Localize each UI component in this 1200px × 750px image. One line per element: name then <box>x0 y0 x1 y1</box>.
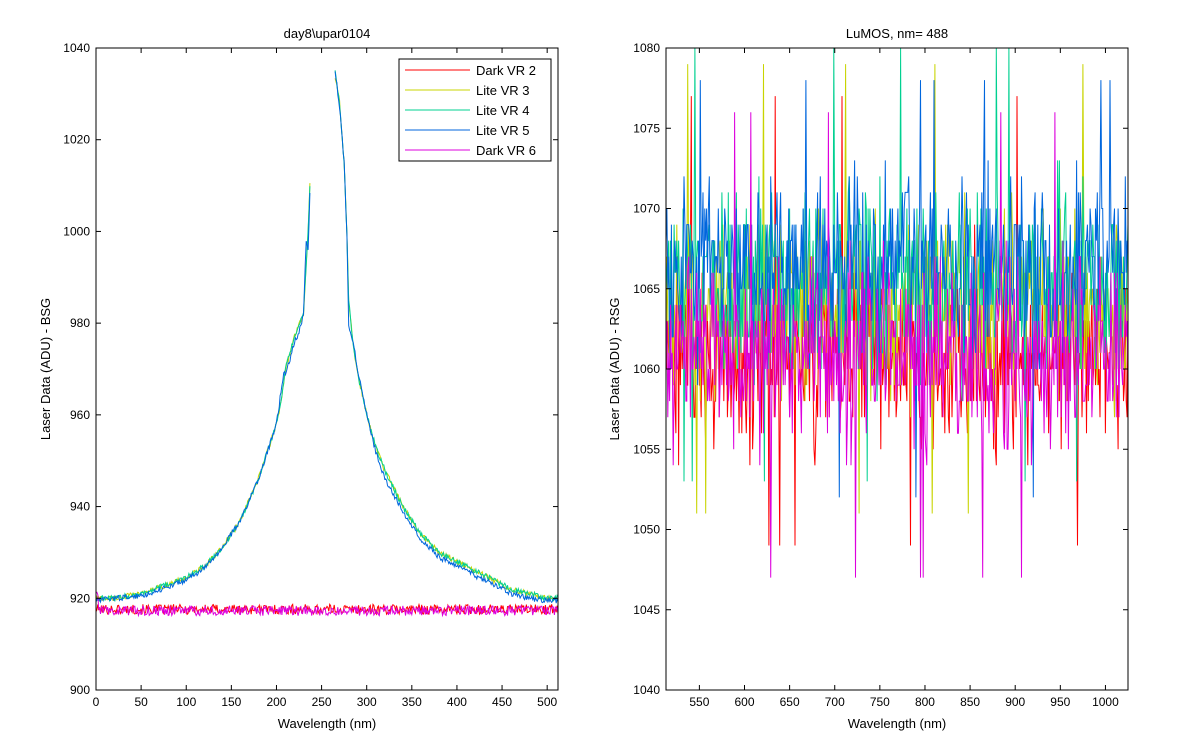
left-x-tick-label: 50 <box>134 695 148 709</box>
right-series-line <box>665 96 1129 546</box>
left-y-ticks: 900 920 940 960 980 1000 1020 1040 <box>63 41 558 697</box>
right-x-tick-label: 950 <box>1050 695 1070 709</box>
right-y-tick-label: 1055 <box>633 442 660 456</box>
left-chart-title: day8\upar0104 <box>284 26 371 41</box>
right-x-axis-label: Wavelength (nm) <box>848 716 947 731</box>
right-x-tick-label: 550 <box>689 695 709 709</box>
left-y-tick-label: 940 <box>70 500 90 514</box>
left-x-tick-label: 150 <box>221 695 241 709</box>
right-y-tick-label: 1060 <box>633 362 660 376</box>
right-x-tick-label: 750 <box>870 695 890 709</box>
right-y-tick-label: 1050 <box>633 523 660 537</box>
left-y-tick-label: 1000 <box>63 224 90 238</box>
left-y-tick-label: 900 <box>70 683 90 697</box>
legend-label: Lite VR 3 <box>476 83 529 98</box>
right-y-ticks: 1040 1045 1050 1055 1060 1065 1070 1075 1080 <box>633 41 1128 697</box>
right-x-tick-label: 600 <box>734 695 754 709</box>
right-y-tick-label: 1040 <box>633 683 660 697</box>
legend-label: Dark VR 6 <box>476 143 536 158</box>
left-x-tick-label: 250 <box>312 695 332 709</box>
right-series-line <box>665 112 1129 578</box>
right-x-tick-label: 650 <box>780 695 800 709</box>
right-y-tick-label: 1075 <box>633 121 660 135</box>
left-y-tick-label: 1020 <box>63 133 90 147</box>
left-x-tick-label: 400 <box>447 695 467 709</box>
right-series-group <box>665 47 1129 578</box>
right-x-tick-label: 850 <box>960 695 980 709</box>
right-y-tick-label: 1070 <box>633 202 660 216</box>
left-y-tick-label: 960 <box>70 408 90 422</box>
right-series-line <box>665 80 1129 498</box>
right-x-tick-label: 700 <box>825 695 845 709</box>
right-y-tick-label: 1080 <box>633 41 660 55</box>
left-x-axis-label: Wavelength (nm) <box>278 716 377 731</box>
left-x-ticks: 0 50 100 150 200 250 300 350 400 450 500 <box>93 48 558 709</box>
right-x-ticks: 550 600 650 700 750 800 850 900 950 1000 <box>689 48 1119 709</box>
left-y-tick-label: 980 <box>70 316 90 330</box>
right-chart-title: LuMOS, nm= 488 <box>846 26 948 41</box>
right-y-tick-label: 1045 <box>633 603 660 617</box>
left-series-line <box>95 591 559 618</box>
left-x-tick-label: 0 <box>93 695 100 709</box>
right-chart: LuMOS, nm= 488 550 600 650 700 750 800 850 900 9… <box>607 26 1129 731</box>
left-y-tick-label: 920 <box>70 591 90 605</box>
left-x-tick-label: 500 <box>537 695 557 709</box>
right-x-tick-label: 1000 <box>1092 695 1119 709</box>
left-series-line <box>95 71 559 604</box>
left-x-tick-label: 350 <box>402 695 422 709</box>
left-x-tick-label: 450 <box>492 695 512 709</box>
right-y-axis-label: Laser Data (ADU) - RSG <box>607 297 622 440</box>
legend-label: Lite VR 4 <box>476 103 529 118</box>
left-y-tick-label: 1040 <box>63 41 90 55</box>
legend: Dark VR 2 Lite VR 3 Lite VR 4 Lite VR 5 Dark… <box>398 58 552 162</box>
right-y-tick-label: 1065 <box>633 282 660 296</box>
left-plot-frame <box>95 47 559 691</box>
left-x-tick-label: 200 <box>266 695 286 709</box>
right-x-tick-label: 800 <box>915 695 935 709</box>
legend-label: Lite VR 5 <box>476 123 529 138</box>
right-x-tick-label: 900 <box>1005 695 1025 709</box>
legend-label: Dark VR 2 <box>476 63 536 78</box>
left-series-group <box>95 70 559 618</box>
left-chart: day8\upar0104 0 50 100 150 200 250 300 350 400 45… <box>38 26 559 731</box>
left-x-tick-label: 100 <box>176 695 196 709</box>
left-x-tick-label: 300 <box>357 695 377 709</box>
left-y-axis-label: Laser Data (ADU) - BSG <box>38 298 53 440</box>
